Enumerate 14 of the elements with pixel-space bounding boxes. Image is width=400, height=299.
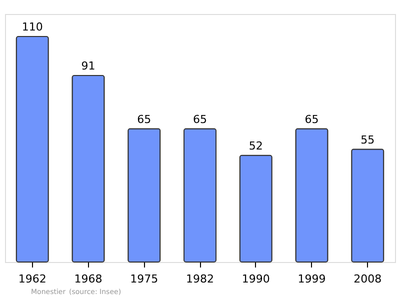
data-label: 55 xyxy=(360,133,375,146)
x-tick-label: 1975 xyxy=(130,272,158,286)
x-tick-label: 1968 xyxy=(74,272,102,286)
x-tick-label: 1982 xyxy=(186,272,214,286)
data-label: 65 xyxy=(304,112,319,126)
data-label: 110 xyxy=(22,20,43,34)
data-label: 65 xyxy=(193,112,207,126)
data-label: 65 xyxy=(137,112,152,126)
x-tick-label: 1999 xyxy=(298,272,326,286)
data-label: 91 xyxy=(81,59,96,72)
x-tick-label: 2008 xyxy=(354,272,382,286)
x-tick-label: 1962 xyxy=(18,272,46,286)
x-tick-label: 1990 xyxy=(242,272,270,286)
data-label: 52 xyxy=(248,139,263,152)
